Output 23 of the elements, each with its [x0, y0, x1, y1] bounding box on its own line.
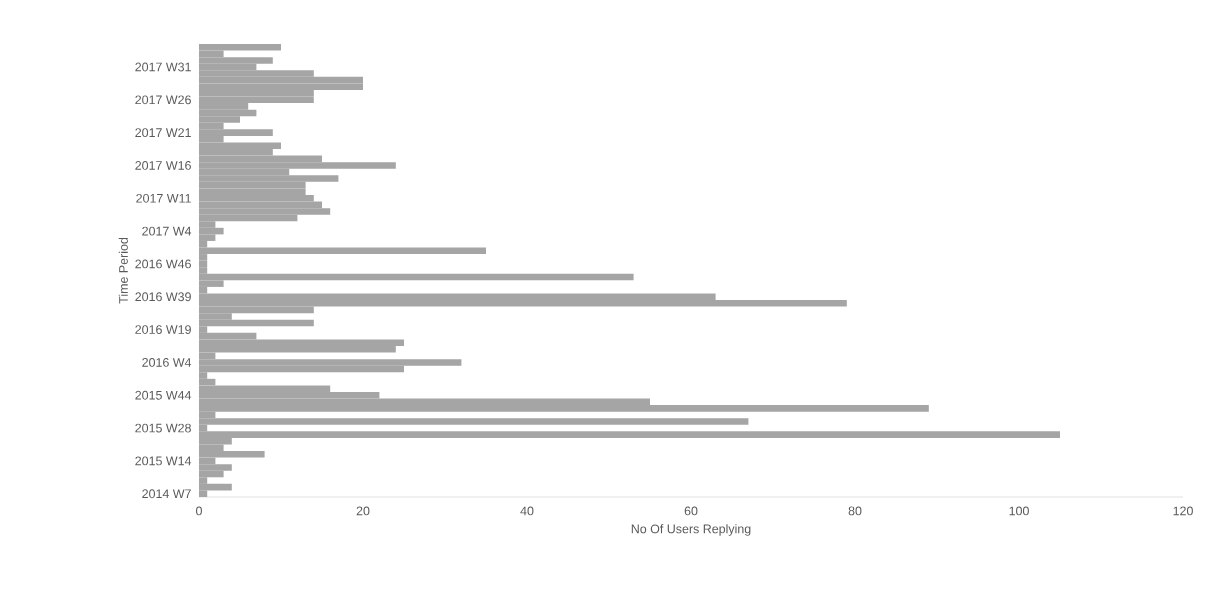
x-tick-label: 20 [356, 506, 370, 516]
y-tick-label: 2017 W31 [135, 62, 191, 72]
y-tick-label: 2017 W4 [142, 226, 192, 236]
y-tick-label: 2016 W19 [135, 325, 191, 334]
x-tick-label: 40 [520, 506, 534, 516]
y-tick-label: 2016 W46 [135, 259, 191, 269]
y-tick-label: 2014 W7 [142, 489, 191, 499]
x-tick-label: 100 [1009, 506, 1029, 516]
y-tick-label: 2016 W4 [142, 358, 192, 367]
x-tick-label: 60 [684, 506, 698, 516]
x-tick-label: 0 [196, 506, 202, 516]
y-tick-label: 2017 W26 [135, 95, 191, 105]
y-axis-title: Time Period [118, 237, 128, 304]
y-tick-label: 2017 W21 [135, 128, 191, 138]
y-tick-label: 2015 W14 [135, 456, 192, 466]
x-axis-title: No Of Users Replying [631, 524, 751, 536]
y-tick-label: 2017 W11 [136, 193, 191, 203]
x-tick-label: 80 [848, 506, 862, 516]
y-tick-label: 2017 W16 [135, 161, 191, 170]
y-tick-label: 2015 W44 [135, 390, 192, 400]
x-tick-label: 120 [1173, 506, 1193, 516]
y-tick-label: 2016 W39 [135, 292, 191, 302]
y-tick-label: 2015 W28 [135, 423, 191, 433]
